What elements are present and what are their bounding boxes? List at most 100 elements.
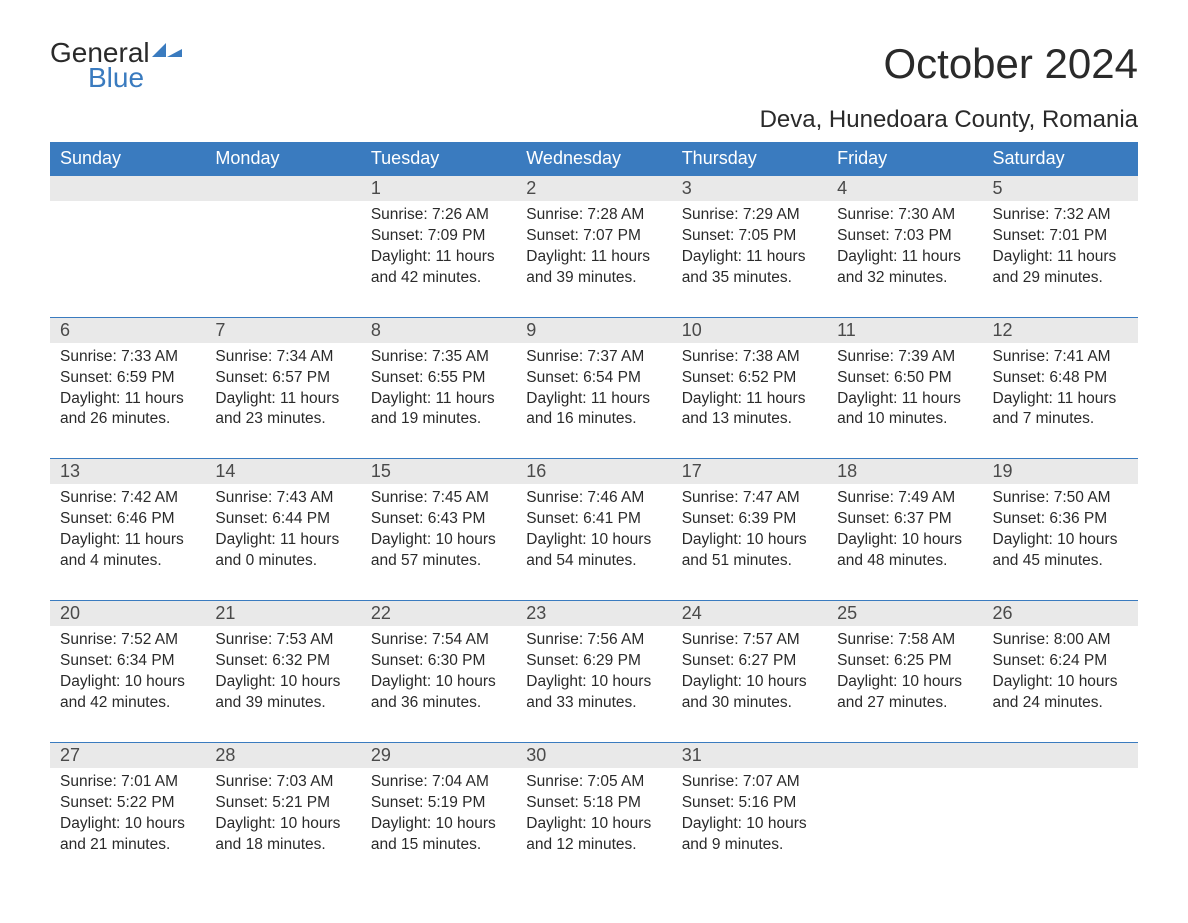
day-d2: and 48 minutes.: [837, 551, 972, 572]
day-content-cell: Sunrise: 7:30 AMSunset: 7:03 PMDaylight:…: [827, 201, 982, 317]
day-sunrise: Sunrise: 7:47 AM: [682, 488, 817, 509]
day-sunset: Sunset: 5:16 PM: [682, 793, 817, 814]
content-row: Sunrise: 7:42 AMSunset: 6:46 PMDaylight:…: [50, 484, 1138, 600]
day-d1: Daylight: 11 hours: [993, 247, 1128, 268]
day-sunset: Sunset: 6:29 PM: [526, 651, 661, 672]
day-d1: Daylight: 11 hours: [60, 530, 195, 551]
calendar-table: Sunday Monday Tuesday Wednesday Thursday…: [50, 142, 1138, 883]
day-content-cell: Sunrise: 7:37 AMSunset: 6:54 PMDaylight:…: [516, 343, 671, 459]
day-sunset: Sunset: 6:30 PM: [371, 651, 506, 672]
day-d1: Daylight: 10 hours: [682, 530, 817, 551]
day-number-cell: 9: [516, 317, 671, 343]
day-sunset: Sunset: 6:32 PM: [215, 651, 350, 672]
day-content-cell: Sunrise: 7:03 AMSunset: 5:21 PMDaylight:…: [205, 768, 360, 884]
day-number-cell: 25: [827, 601, 982, 627]
day-sunrise: Sunrise: 7:34 AM: [215, 347, 350, 368]
day-content-cell: Sunrise: 7:56 AMSunset: 6:29 PMDaylight:…: [516, 626, 671, 742]
day-sunrise: Sunrise: 7:32 AM: [993, 205, 1128, 226]
day-content-cell: Sunrise: 7:49 AMSunset: 6:37 PMDaylight:…: [827, 484, 982, 600]
day-sunset: Sunset: 6:54 PM: [526, 368, 661, 389]
day-d2: and 42 minutes.: [60, 693, 195, 714]
day-d1: Daylight: 10 hours: [215, 672, 350, 693]
day-d2: and 21 minutes.: [60, 835, 195, 856]
day-header: Wednesday: [516, 142, 671, 176]
day-d1: Daylight: 10 hours: [837, 672, 972, 693]
day-number-cell: [205, 176, 360, 202]
day-header: Tuesday: [361, 142, 516, 176]
day-d1: Daylight: 11 hours: [837, 247, 972, 268]
day-content-cell: Sunrise: 7:46 AMSunset: 6:41 PMDaylight:…: [516, 484, 671, 600]
day-content-cell: Sunrise: 7:04 AMSunset: 5:19 PMDaylight:…: [361, 768, 516, 884]
day-number-cell: 22: [361, 601, 516, 627]
day-sunset: Sunset: 6:24 PM: [993, 651, 1128, 672]
day-content-cell: Sunrise: 7:26 AMSunset: 7:09 PMDaylight:…: [361, 201, 516, 317]
title-block: October 2024 Deva, Hunedoara County, Rom…: [760, 40, 1138, 134]
day-d1: Daylight: 11 hours: [526, 247, 661, 268]
day-header: Friday: [827, 142, 982, 176]
day-number-cell: 11: [827, 317, 982, 343]
content-row: Sunrise: 7:01 AMSunset: 5:22 PMDaylight:…: [50, 768, 1138, 884]
day-sunset: Sunset: 6:25 PM: [837, 651, 972, 672]
day-d2: and 12 minutes.: [526, 835, 661, 856]
day-number-cell: 6: [50, 317, 205, 343]
day-content-cell: Sunrise: 7:38 AMSunset: 6:52 PMDaylight:…: [672, 343, 827, 459]
day-d1: Daylight: 11 hours: [837, 389, 972, 410]
day-d1: Daylight: 10 hours: [371, 672, 506, 693]
content-row: Sunrise: 7:33 AMSunset: 6:59 PMDaylight:…: [50, 343, 1138, 459]
day-sunset: Sunset: 6:39 PM: [682, 509, 817, 530]
day-number-cell: 16: [516, 459, 671, 485]
day-sunrise: Sunrise: 7:38 AM: [682, 347, 817, 368]
day-d1: Daylight: 10 hours: [993, 672, 1128, 693]
day-number-cell: 7: [205, 317, 360, 343]
day-number-cell: 21: [205, 601, 360, 627]
day-d2: and 19 minutes.: [371, 409, 506, 430]
content-row: Sunrise: 7:26 AMSunset: 7:09 PMDaylight:…: [50, 201, 1138, 317]
day-number-cell: [827, 742, 982, 768]
day-number-cell: 14: [205, 459, 360, 485]
day-d1: Daylight: 11 hours: [215, 389, 350, 410]
day-content-cell: Sunrise: 7:07 AMSunset: 5:16 PMDaylight:…: [672, 768, 827, 884]
daynum-row: 2728293031: [50, 742, 1138, 768]
day-d2: and 29 minutes.: [993, 268, 1128, 289]
day-header: Sunday: [50, 142, 205, 176]
day-sunrise: Sunrise: 7:30 AM: [837, 205, 972, 226]
day-sunrise: Sunrise: 7:37 AM: [526, 347, 661, 368]
brand-logo: General Blue: [50, 40, 182, 90]
day-number-cell: 30: [516, 742, 671, 768]
day-sunrise: Sunrise: 7:41 AM: [993, 347, 1128, 368]
day-sunset: Sunset: 7:09 PM: [371, 226, 506, 247]
day-d1: Daylight: 10 hours: [526, 530, 661, 551]
day-content-cell: Sunrise: 7:47 AMSunset: 6:39 PMDaylight:…: [672, 484, 827, 600]
page-header: General Blue October 2024 Deva, Hunedoar…: [50, 40, 1138, 134]
day-sunset: Sunset: 5:21 PM: [215, 793, 350, 814]
day-d2: and 18 minutes.: [215, 835, 350, 856]
day-content-cell: Sunrise: 7:28 AMSunset: 7:07 PMDaylight:…: [516, 201, 671, 317]
day-number-cell: [50, 176, 205, 202]
day-sunrise: Sunrise: 7:05 AM: [526, 772, 661, 793]
day-sunset: Sunset: 5:18 PM: [526, 793, 661, 814]
day-number-cell: 17: [672, 459, 827, 485]
day-number-cell: 2: [516, 176, 671, 202]
day-d2: and 15 minutes.: [371, 835, 506, 856]
day-number-cell: 23: [516, 601, 671, 627]
day-number-cell: 19: [983, 459, 1138, 485]
day-sunrise: Sunrise: 7:07 AM: [682, 772, 817, 793]
day-d1: Daylight: 10 hours: [215, 814, 350, 835]
day-sunset: Sunset: 6:46 PM: [60, 509, 195, 530]
day-header: Thursday: [672, 142, 827, 176]
day-d1: Daylight: 11 hours: [371, 389, 506, 410]
day-sunset: Sunset: 5:19 PM: [371, 793, 506, 814]
day-content-cell: Sunrise: 7:32 AMSunset: 7:01 PMDaylight:…: [983, 201, 1138, 317]
day-content-cell: Sunrise: 7:05 AMSunset: 5:18 PMDaylight:…: [516, 768, 671, 884]
day-content-cell: Sunrise: 7:58 AMSunset: 6:25 PMDaylight:…: [827, 626, 982, 742]
content-row: Sunrise: 7:52 AMSunset: 6:34 PMDaylight:…: [50, 626, 1138, 742]
day-number-cell: [983, 742, 1138, 768]
day-sunset: Sunset: 6:41 PM: [526, 509, 661, 530]
day-d2: and 35 minutes.: [682, 268, 817, 289]
day-d2: and 26 minutes.: [60, 409, 195, 430]
day-d2: and 39 minutes.: [526, 268, 661, 289]
day-sunrise: Sunrise: 7:45 AM: [371, 488, 506, 509]
day-d1: Daylight: 11 hours: [215, 530, 350, 551]
day-content-cell: Sunrise: 7:29 AMSunset: 7:05 PMDaylight:…: [672, 201, 827, 317]
day-number-cell: 8: [361, 317, 516, 343]
